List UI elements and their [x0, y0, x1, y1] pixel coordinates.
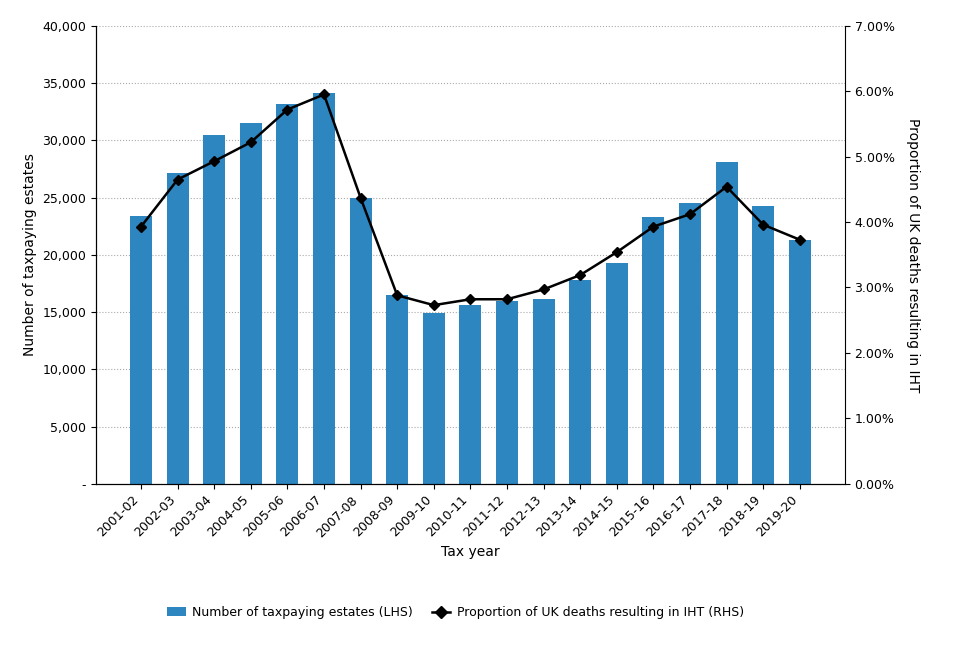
Bar	[496, 301, 518, 484]
Bar	[789, 240, 811, 484]
Bar	[240, 123, 262, 484]
Bar	[569, 280, 591, 484]
Bar	[533, 299, 555, 484]
Bar	[715, 162, 737, 484]
Bar	[422, 313, 444, 484]
Bar	[349, 197, 372, 484]
Bar	[386, 295, 408, 484]
Bar	[753, 206, 774, 484]
Bar	[606, 263, 628, 484]
Y-axis label: Proportion of UK deaths resulting in IHT: Proportion of UK deaths resulting in IHT	[905, 117, 920, 392]
Bar	[130, 216, 152, 484]
Bar	[313, 94, 335, 484]
Y-axis label: Number of taxpaying estates: Number of taxpaying estates	[23, 154, 36, 356]
Bar	[167, 174, 188, 484]
Legend: Number of taxpaying estates (LHS), Proportion of UK deaths resulting in IHT (RHS: Number of taxpaying estates (LHS), Propo…	[162, 601, 749, 624]
Bar	[679, 203, 701, 484]
Bar	[204, 135, 226, 484]
X-axis label: Tax year: Tax year	[441, 545, 500, 559]
Bar	[460, 305, 481, 484]
Bar	[642, 217, 664, 484]
Bar	[276, 104, 299, 484]
